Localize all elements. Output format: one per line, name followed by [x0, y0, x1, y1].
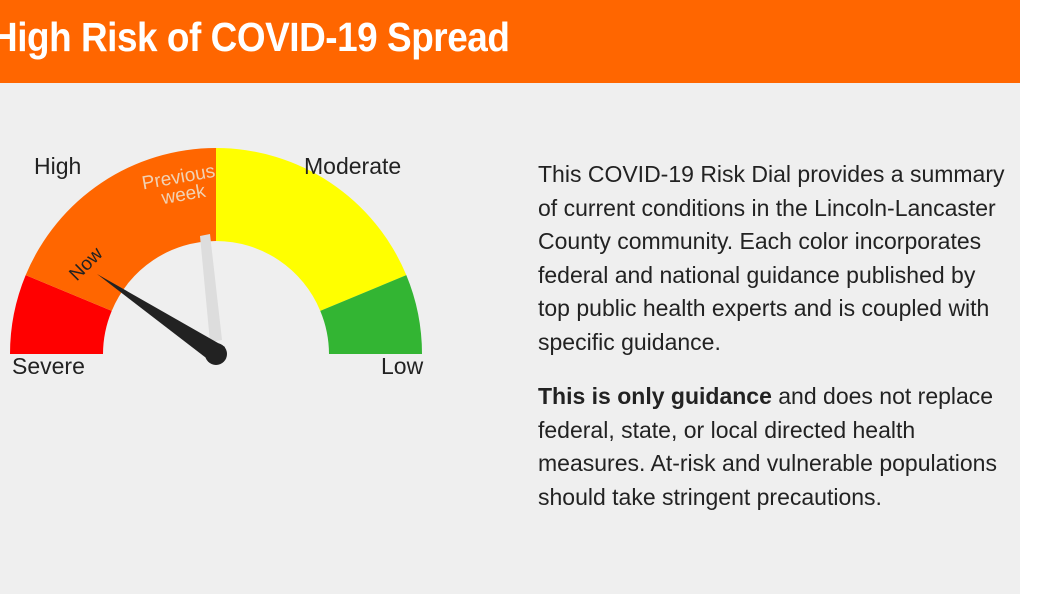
description-paragraph-1: This COVID-19 Risk Dial provides a summa… [538, 161, 1005, 355]
needle-hub [205, 343, 227, 365]
dial-label-severe: Severe [12, 353, 85, 379]
header-banner: High Risk of COVID-19 Spread [0, 0, 1020, 83]
dial-label-moderate: Moderate [304, 153, 401, 179]
now-needle [97, 274, 225, 364]
previous-week-needle [200, 234, 222, 342]
dial-label-low: Low [381, 353, 424, 379]
risk-dial-panel: High Risk of COVID-19 Spread High Modera… [0, 0, 1020, 594]
dial-segment-severe [10, 275, 112, 354]
dial-description: This COVID-19 Risk Dial provides a summa… [538, 158, 1008, 514]
risk-dial: High Moderate Severe Low Previous week N… [10, 148, 424, 379]
description-paragraph-2: This is only guidance and does not repla… [538, 380, 1008, 514]
dial-segment-high [25, 148, 217, 311]
dial-segment-low [320, 275, 422, 354]
guidance-disclaimer-text: and does not replace federal, state, or … [538, 383, 997, 510]
dial-segment-moderate [216, 148, 407, 311]
page-title: High Risk of COVID-19 Spread [0, 14, 510, 60]
guidance-disclaimer-emphasis: This is only guidance [538, 383, 772, 409]
dial-label-high: High [34, 153, 81, 179]
